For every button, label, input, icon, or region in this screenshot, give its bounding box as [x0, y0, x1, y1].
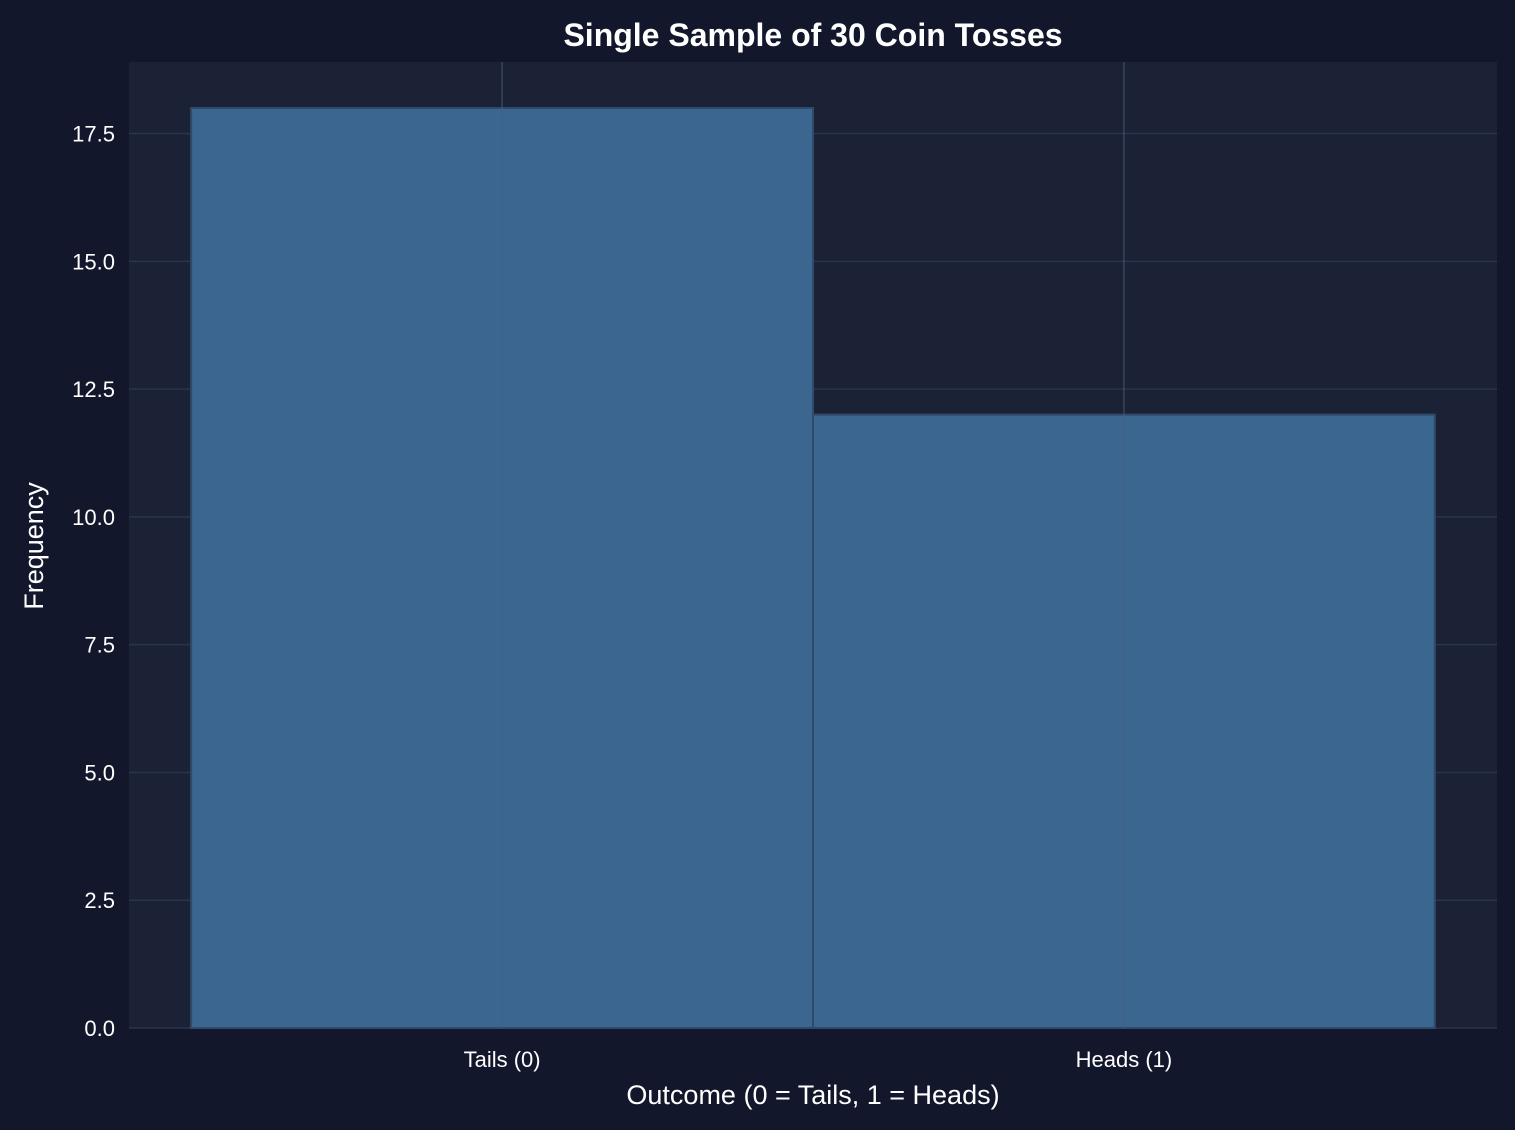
y-tick-label: 12.5	[72, 377, 115, 402]
y-tick-label: 0.0	[84, 1016, 115, 1041]
x-axis-label: Outcome (0 = Tails, 1 = Heads)	[626, 1080, 999, 1110]
y-tick-label: 2.5	[84, 888, 115, 913]
vertical-gridlines	[501, 62, 1125, 1028]
y-tick-label: 15.0	[72, 249, 115, 274]
y-tick-label: 10.0	[72, 505, 115, 530]
y-tick-labels: 0.0 2.5 5.0 7.5 10.0 12.5 15.0 17.5	[72, 122, 115, 1041]
x-tick-label: Tails (0)	[464, 1047, 541, 1072]
y-tick-label: 7.5	[84, 633, 115, 658]
y-tick-label: 17.5	[72, 122, 115, 147]
y-tick-label: 5.0	[84, 760, 115, 785]
x-tick-label: Heads (1)	[1076, 1047, 1173, 1072]
y-axis-label: Frequency	[19, 482, 49, 610]
x-tick-labels: Tails (0) Heads (1)	[464, 1047, 1173, 1072]
chart-title: Single Sample of 30 Coin Tosses	[563, 17, 1062, 53]
